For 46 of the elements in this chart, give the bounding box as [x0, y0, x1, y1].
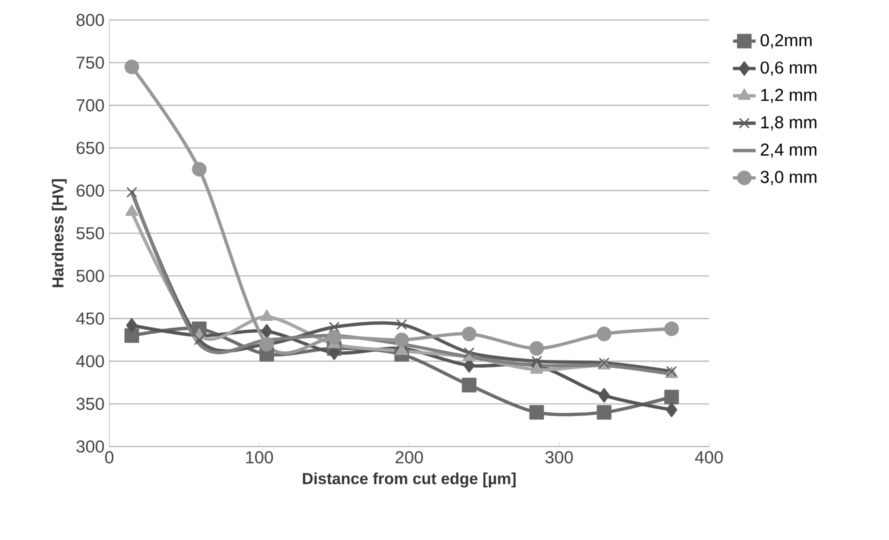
point	[598, 388, 610, 403]
point	[326, 330, 342, 345]
point	[124, 328, 140, 344]
point	[394, 332, 409, 348]
x-tick-label: 100	[246, 451, 273, 464]
point	[529, 405, 544, 420]
point	[194, 334, 205, 346]
legend-label: 0,2mm	[760, 34, 812, 48]
point	[192, 162, 207, 177]
y-tick-label: 450	[76, 312, 104, 325]
y-tick-label: 550	[76, 227, 104, 240]
x-tick-label: 300	[545, 451, 573, 464]
y-tick-label: 650	[76, 142, 104, 154]
y-tick-label: 300	[76, 440, 104, 453]
point	[464, 347, 475, 358]
legend-label: 1,2 mm	[761, 88, 816, 104]
legend-label: 1,8 mm	[761, 116, 816, 131]
point	[261, 324, 272, 339]
point	[664, 322, 679, 336]
point	[529, 341, 544, 356]
y-tick-label: 700	[76, 99, 104, 112]
point	[666, 402, 678, 418]
x-axis-title: Distance from cut edge [µm]	[302, 472, 516, 488]
point	[126, 318, 138, 333]
legend-label: 2,4 mm	[760, 144, 816, 158]
y-tick-label: 750	[76, 56, 104, 69]
x-tick-label: 200	[396, 451, 423, 464]
legend-label: 3,0 mm	[760, 170, 816, 186]
point	[126, 187, 138, 198]
x-tick-label: 400	[695, 451, 723, 464]
point	[664, 390, 679, 404]
point	[596, 326, 612, 342]
point	[328, 322, 340, 333]
y-tick-label: 800	[76, 14, 104, 26]
y-tick-label: 350	[76, 398, 104, 410]
point	[396, 319, 408, 330]
y-tick-label: 600	[76, 184, 104, 197]
legend-label: 0,6 mm	[760, 62, 816, 76]
y-tick-label: 400	[76, 355, 104, 368]
point	[462, 378, 476, 392]
point	[462, 326, 476, 342]
y-axis-title: Hardness [HV]	[52, 179, 67, 288]
point	[124, 60, 140, 74]
point	[596, 405, 612, 420]
x-tick-label: 0	[105, 451, 114, 464]
y-tick-label: 500	[76, 270, 104, 282]
